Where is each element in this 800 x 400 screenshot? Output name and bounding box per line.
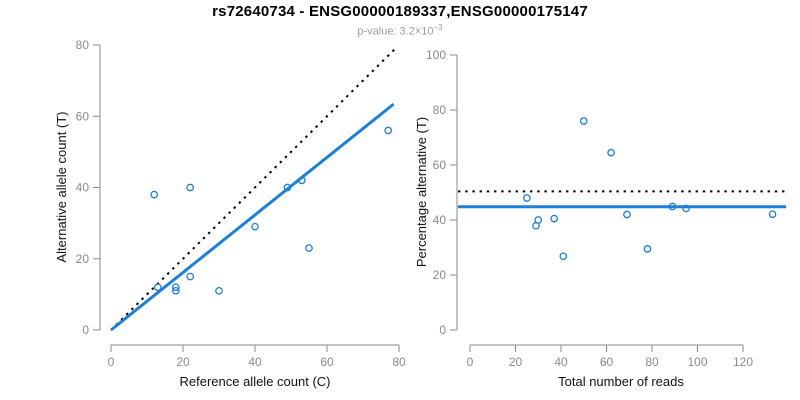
data-point xyxy=(384,126,393,135)
y-tick-label: 40 xyxy=(433,213,447,227)
data-point xyxy=(682,204,690,213)
data-point xyxy=(171,286,180,295)
data-point xyxy=(523,194,531,202)
data-point xyxy=(643,245,652,253)
y-tick-label: 100 xyxy=(426,48,446,62)
data-point xyxy=(623,210,631,219)
pvalue-text: p-value: 3.2×10 xyxy=(357,25,434,38)
x-tick-label: 80 xyxy=(645,355,659,369)
x-tick-label: 20 xyxy=(509,355,523,369)
data-point xyxy=(150,190,159,199)
data-point xyxy=(607,148,615,157)
x-tick-label: 80 xyxy=(392,355,406,369)
y-tick-label: 60 xyxy=(76,109,90,123)
data-point xyxy=(171,283,180,292)
identity-line xyxy=(110,48,396,331)
y-tick-label: 0 xyxy=(439,323,446,337)
y-tick-label: 20 xyxy=(433,268,447,282)
x-tick-label: 120 xyxy=(733,355,753,369)
y-tick-label: 80 xyxy=(433,103,447,117)
x-tick-label: 60 xyxy=(320,355,334,369)
data-point xyxy=(768,210,777,219)
x-tick-label: 0 xyxy=(467,355,474,369)
data-point xyxy=(283,183,292,192)
y-tick-label: 60 xyxy=(433,158,447,172)
y-tick-label: 40 xyxy=(76,181,90,195)
y-tick-label: 20 xyxy=(76,252,90,266)
x-tick-label: 0 xyxy=(108,355,115,369)
data-point xyxy=(186,183,195,192)
left-panel: 0 20 40 60 80 0 20 40 60 80 Reference allele count… xyxy=(54,38,406,389)
data-point xyxy=(297,176,306,185)
x-axis-title: Total number of reads xyxy=(558,374,684,389)
fitted-line xyxy=(110,102,395,332)
data-point xyxy=(668,202,677,211)
x-tick-label: 40 xyxy=(554,355,568,369)
pvalue-subtitle: p-value: 3.2×10−3 xyxy=(0,23,800,38)
data-point xyxy=(579,117,588,125)
x-tick-label: 60 xyxy=(600,355,614,369)
x-axis-title: Reference allele count (C) xyxy=(179,374,330,389)
y-axis-title: Percentage alternative (T) xyxy=(414,117,429,267)
y-axis-title: Alternative allele count (T) xyxy=(54,111,69,262)
data-point xyxy=(215,286,223,295)
data-point xyxy=(559,252,568,261)
data-point xyxy=(186,272,195,281)
data-point xyxy=(305,244,313,252)
y-tick-label: 80 xyxy=(76,38,90,52)
x-tick-label: 20 xyxy=(176,355,190,369)
x-tick-label: 40 xyxy=(248,355,262,369)
pvalue-exponent: −3 xyxy=(433,23,443,32)
y-tick-label: 0 xyxy=(82,323,89,337)
x-tick-label: 100 xyxy=(687,355,707,369)
data-point xyxy=(153,283,162,292)
data-point xyxy=(251,222,259,231)
plot-title: rs72640734 - ENSG00000189337,ENSG0000017… xyxy=(212,3,588,20)
data-point xyxy=(534,216,543,224)
data-point xyxy=(550,214,559,223)
